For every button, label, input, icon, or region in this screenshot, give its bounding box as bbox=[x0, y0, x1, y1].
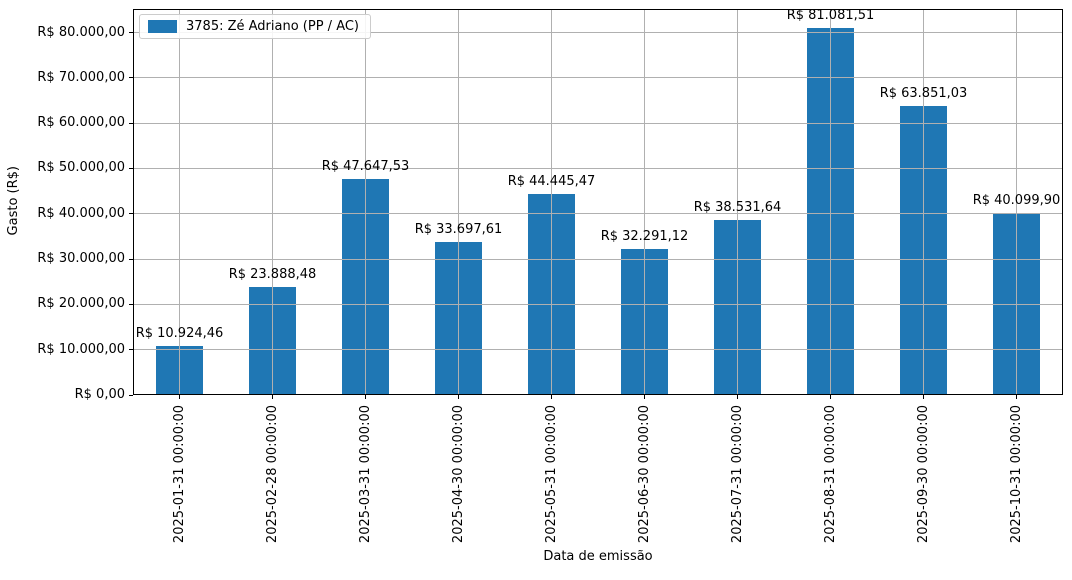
y-tick-label: R$ 60.000,00 bbox=[37, 115, 125, 131]
x-gridline bbox=[179, 9, 180, 395]
y-tick-label: R$ 70.000,00 bbox=[37, 69, 125, 85]
y-tick-mark bbox=[129, 213, 133, 215]
x-gridline bbox=[551, 9, 552, 395]
x-tick-label: 2025-01-31 00:00:00 bbox=[171, 405, 187, 544]
x-tick-mark bbox=[830, 395, 831, 399]
bar-value-label: R$ 33.697,61 bbox=[414, 222, 503, 238]
x-tick-mark bbox=[179, 395, 180, 399]
y-gridline bbox=[133, 213, 1063, 215]
legend-label: 3785: Zé Adriano (PP / AC) bbox=[186, 19, 360, 34]
x-tick-label: 2025-04-30 00:00:00 bbox=[450, 405, 466, 544]
bar-value-label: R$ 81.081,51 bbox=[786, 7, 875, 23]
y-gridline bbox=[133, 303, 1063, 305]
y-tick-mark bbox=[129, 349, 133, 351]
x-axis-title: Data de emissão bbox=[543, 549, 653, 564]
y-tick-mark bbox=[129, 77, 133, 79]
x-gridline bbox=[830, 9, 831, 395]
x-tick-mark bbox=[923, 395, 924, 399]
y-gridline bbox=[133, 32, 1063, 34]
x-tick-label: 2025-06-30 00:00:00 bbox=[636, 405, 652, 544]
bar-value-label: R$ 47.647,53 bbox=[321, 159, 410, 175]
legend: 3785: Zé Adriano (PP / AC) bbox=[139, 14, 372, 39]
x-tick-mark bbox=[551, 395, 552, 399]
x-gridline bbox=[923, 9, 924, 395]
y-tick-label: R$ 80.000,00 bbox=[37, 24, 125, 40]
y-tick-label: R$ 30.000,00 bbox=[37, 251, 125, 267]
x-tick-label: 2025-03-31 00:00:00 bbox=[357, 405, 373, 544]
y-tick-label: R$ 20.000,00 bbox=[37, 296, 125, 312]
bar-value-label: R$ 23.888,48 bbox=[228, 266, 317, 282]
y-gridline bbox=[133, 77, 1063, 79]
y-tick-mark bbox=[129, 167, 133, 169]
bar-value-label: R$ 40.099,90 bbox=[972, 193, 1061, 209]
y-gridline bbox=[133, 349, 1063, 351]
x-tick-mark bbox=[1016, 395, 1017, 399]
y-tick-label: R$ 50.000,00 bbox=[37, 160, 125, 176]
x-tick-label: 2025-08-31 00:00:00 bbox=[822, 405, 838, 544]
y-tick-label: R$ 0,00 bbox=[74, 387, 125, 402]
x-tick-label: 2025-10-31 00:00:00 bbox=[1008, 405, 1024, 544]
x-gridline bbox=[272, 9, 273, 395]
y-tick-mark bbox=[129, 258, 133, 260]
bar-value-label: R$ 63.851,03 bbox=[879, 85, 968, 101]
x-tick-mark bbox=[458, 395, 459, 399]
x-tick-label: 2025-07-31 00:00:00 bbox=[729, 405, 745, 544]
bar-value-label: R$ 38.531,64 bbox=[693, 200, 782, 216]
bar-value-label: R$ 32.291,12 bbox=[600, 228, 689, 244]
x-tick-mark bbox=[365, 395, 366, 399]
bar-value-label: R$ 10.924,46 bbox=[135, 325, 224, 341]
y-tick-label: R$ 40.000,00 bbox=[37, 205, 125, 221]
x-tick-label: 2025-05-31 00:00:00 bbox=[543, 405, 559, 544]
x-tick-mark bbox=[644, 395, 645, 399]
x-gridline bbox=[644, 9, 645, 395]
y-gridline bbox=[133, 122, 1063, 124]
x-tick-label: 2025-02-28 00:00:00 bbox=[264, 405, 280, 544]
x-tick-mark bbox=[737, 395, 738, 399]
legend-color-swatch bbox=[148, 20, 177, 33]
y-gridline bbox=[133, 258, 1063, 260]
y-tick-mark bbox=[129, 122, 133, 124]
y-tick-mark bbox=[129, 394, 133, 396]
x-tick-label: 2025-09-30 00:00:00 bbox=[915, 405, 931, 544]
y-tick-label: R$ 10.000,00 bbox=[37, 341, 125, 357]
bar-value-label: R$ 44.445,47 bbox=[507, 173, 596, 189]
y-gridline bbox=[133, 167, 1063, 169]
y-tick-mark bbox=[129, 32, 133, 34]
x-gridline bbox=[1016, 9, 1017, 395]
y-tick-mark bbox=[129, 303, 133, 305]
x-gridline bbox=[365, 9, 366, 395]
x-tick-mark bbox=[272, 395, 273, 399]
x-gridline bbox=[737, 9, 738, 395]
x-gridline bbox=[458, 9, 459, 395]
